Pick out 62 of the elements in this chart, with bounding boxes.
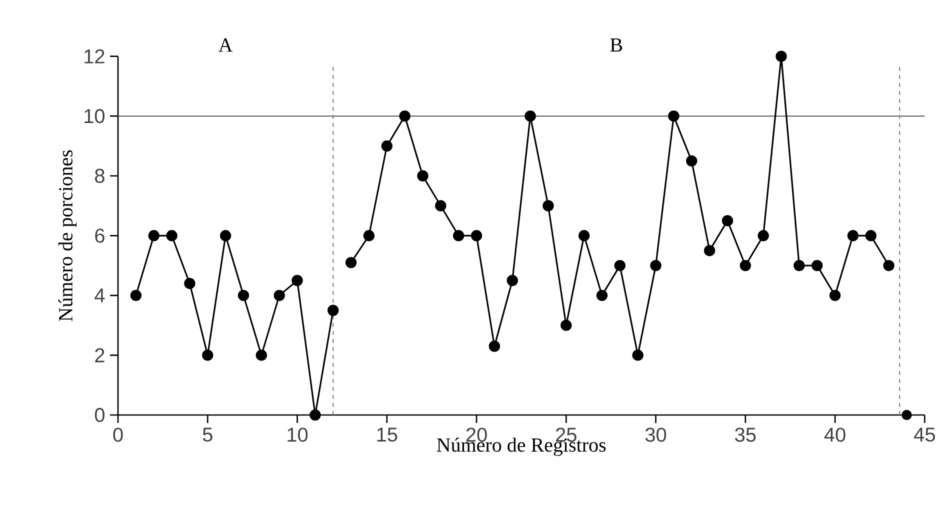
point: [704, 245, 716, 256]
x-tick-label: 0: [113, 428, 123, 442]
point: [847, 230, 859, 242]
y-axis-title: Número de porciones: [58, 150, 77, 322]
point: [238, 290, 250, 302]
y-tick-label: 4: [94, 288, 105, 302]
point: [328, 304, 339, 316]
x-tick-label: 5: [202, 428, 212, 442]
x-tick-label: 15: [377, 428, 398, 442]
point: [148, 230, 160, 242]
point: [668, 110, 680, 122]
point: [902, 410, 912, 420]
point: [883, 260, 894, 272]
point: [829, 290, 841, 302]
point: [506, 274, 518, 286]
point: [776, 50, 787, 62]
y-tick-label: 6: [95, 228, 104, 243]
x-tick-label: 40: [824, 428, 846, 442]
point: [256, 350, 268, 361]
y-tick-label: 0: [94, 408, 104, 422]
point: [614, 260, 626, 272]
point: [184, 278, 196, 290]
point: [381, 140, 392, 152]
point: [345, 256, 357, 268]
text: B: [610, 38, 622, 52]
y-tick-label: 8: [95, 168, 104, 183]
point: [794, 260, 805, 272]
point: [578, 230, 590, 242]
point: [758, 230, 769, 242]
point: [632, 350, 644, 361]
point: [542, 200, 554, 212]
point: [363, 230, 375, 242]
point: [417, 170, 428, 182]
point: [488, 340, 500, 352]
point: [220, 230, 232, 242]
x-tick-label: 45: [914, 428, 935, 442]
point: [274, 290, 285, 302]
x-tick-label: 10: [288, 428, 308, 442]
point: [722, 215, 734, 226]
point: [435, 200, 446, 212]
point: [812, 260, 823, 272]
point: [865, 230, 876, 242]
point: [202, 350, 214, 361]
point: [130, 290, 142, 302]
point: [560, 320, 572, 331]
text: A: [218, 38, 233, 52]
point: [524, 110, 536, 122]
point: [166, 230, 178, 242]
y-tick-label: 10: [84, 109, 104, 124]
x-tick-label: 35: [735, 428, 756, 442]
x-tick-label: 30: [645, 428, 666, 442]
point: [596, 290, 608, 302]
y-tick-label: 2: [95, 348, 104, 362]
y-tick-label: 12: [84, 49, 104, 64]
point: [452, 230, 464, 242]
point: [686, 155, 698, 167]
point: [650, 260, 662, 272]
point: [740, 260, 752, 272]
point: [399, 110, 410, 122]
point: [292, 274, 303, 286]
point: [310, 409, 321, 421]
point: [470, 230, 482, 242]
